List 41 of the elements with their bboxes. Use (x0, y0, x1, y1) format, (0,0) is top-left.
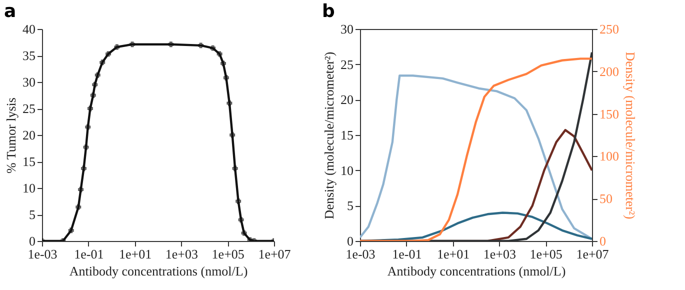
y2-tick-label: 0 (600, 234, 606, 248)
y-axis-title: % Tumor lysis (4, 98, 18, 174)
y-tick-label: 35 (22, 48, 36, 63)
x-tick-label: 1e+07 (576, 246, 610, 262)
chart-title: b (322, 1, 335, 22)
y-tick-label: 25 (340, 56, 354, 72)
x-tick-label: 1e+05 (212, 246, 244, 262)
y-tick-label: 0 (347, 234, 354, 248)
x-tick-label: 1e+03 (483, 246, 516, 262)
y-tick-label: 25 (22, 101, 36, 116)
x-tick-label: 1e-03 (28, 246, 58, 262)
x-tick-label: 1e+03 (165, 246, 198, 262)
y2-axis-title: Density (molecule/micrometer²) (623, 52, 638, 220)
y-tick-label: 20 (22, 128, 36, 142)
y-tick-label: 20 (340, 92, 354, 108)
y-axis-title: Density (molecule/micrometer²) (322, 52, 336, 220)
y2-tick-label: 200 (600, 64, 619, 79)
y-tick-label: 30 (22, 74, 36, 90)
x-tick-label: 1e+05 (530, 246, 562, 262)
y-tick-label: 10 (340, 162, 354, 178)
x-axis-title: Antibody concentrations (nmol/L) (387, 264, 566, 278)
y-tick-label: 15 (22, 154, 36, 169)
y2-tick-label: 50 (600, 191, 612, 206)
chart-title: a (4, 1, 16, 22)
x-tick-label: 1e-01 (74, 246, 104, 262)
x-tick-label: 1e-03 (346, 246, 376, 262)
x-tick-label: 1e+07 (258, 246, 292, 262)
y-tick-label: 15 (340, 128, 354, 142)
y-tick-label: 10 (22, 180, 36, 196)
y-tick-label: 5 (29, 207, 36, 222)
y2-tick-label: 100 (600, 148, 619, 164)
y2-tick-label: 250 (600, 22, 619, 36)
y2-tick-label: 150 (600, 106, 619, 122)
x-axis-title: Antibody concentrations (nmol/L) (69, 264, 248, 278)
y-tick-label: 30 (340, 22, 354, 36)
x-tick-label: 1e+01 (118, 246, 152, 262)
x-tick-label: 1e-01 (392, 246, 422, 262)
y-tick-label: 0 (29, 234, 36, 248)
y-tick-label: 5 (347, 198, 354, 214)
y-tick-label: 40 (22, 22, 36, 36)
x-tick-label: 1e+01 (436, 246, 470, 262)
